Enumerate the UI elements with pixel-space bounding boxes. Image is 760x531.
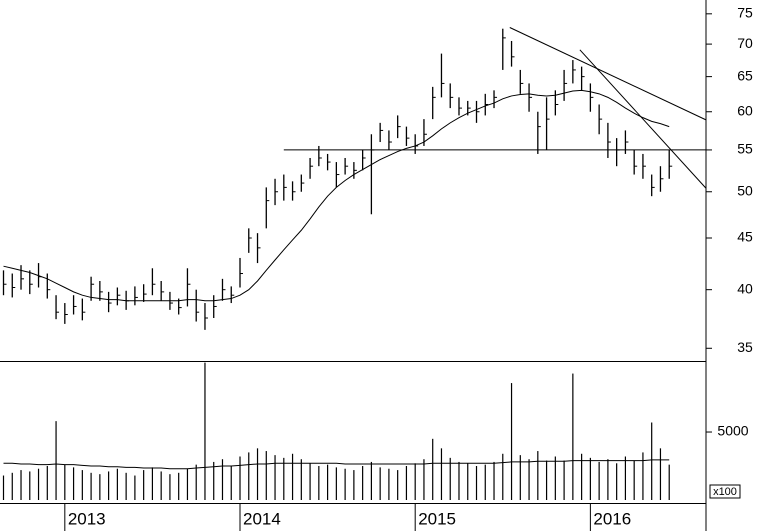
y-tick-label: 70 [737, 35, 753, 51]
volume-average [3, 459, 670, 470]
y-tick-label: 40 [737, 280, 753, 296]
trend-line [579, 49, 707, 189]
y-tick-label: 55 [737, 141, 753, 157]
x-tick-label: 2013 [68, 509, 106, 528]
volume-tick-label: 5000 [717, 423, 748, 439]
volume-unit: x100 [713, 486, 737, 498]
unit-box [709, 484, 741, 499]
x-tick-label: 2016 [593, 509, 631, 528]
y-tick-label: 75 [737, 5, 753, 21]
y-tick-label: 45 [737, 229, 753, 245]
trend-line [509, 27, 707, 121]
y-tick-label: 60 [737, 102, 753, 118]
x-tick-label: 2015 [418, 509, 456, 528]
y-tick-label: 35 [737, 339, 753, 355]
y-tick-label: 50 [737, 182, 753, 198]
moving-average [3, 89, 670, 302]
x-tick-label: 2014 [243, 509, 281, 528]
y-tick-label: 65 [737, 67, 753, 83]
